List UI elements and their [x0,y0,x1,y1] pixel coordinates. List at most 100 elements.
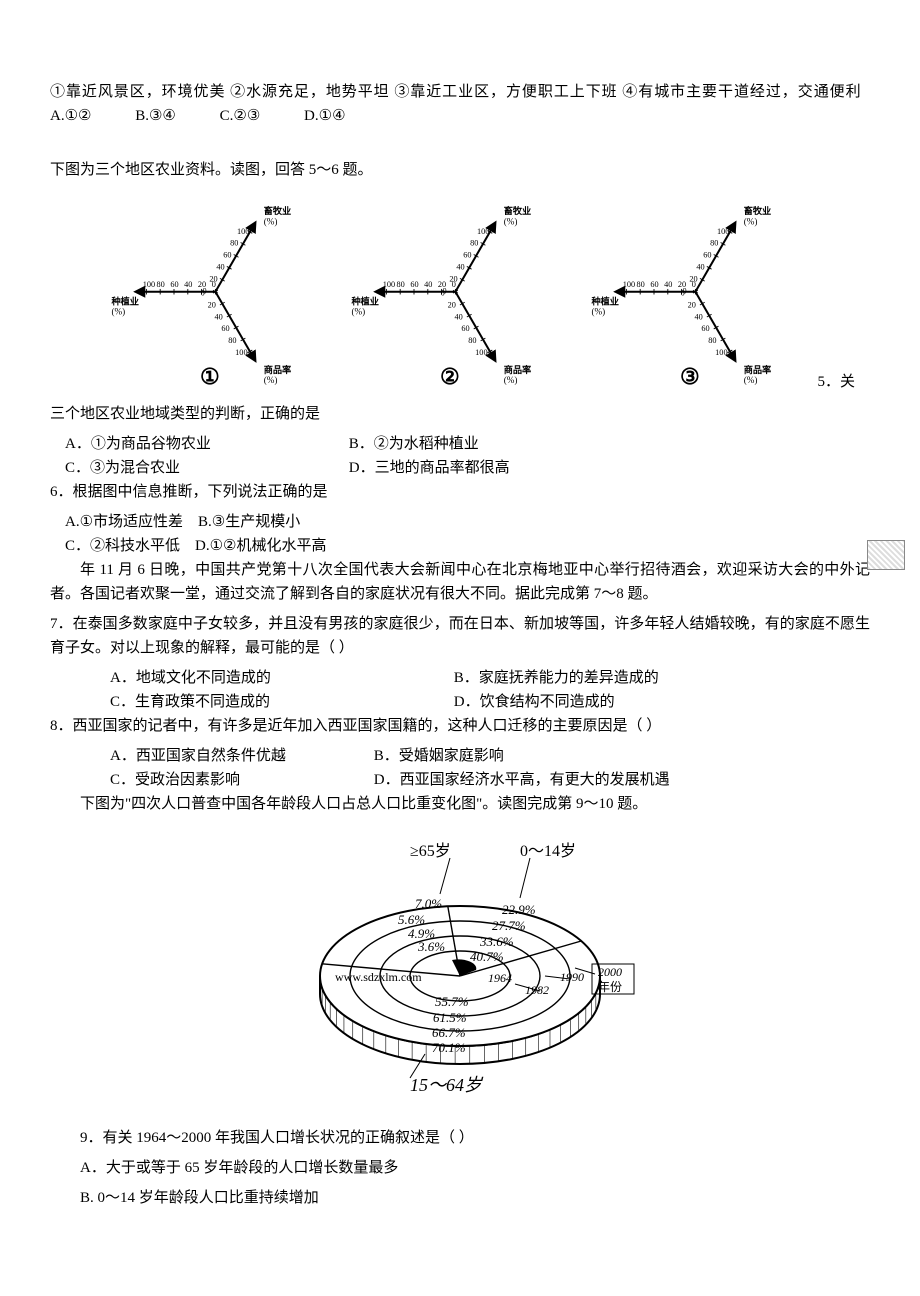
partial-question-stem: ①靠近风景区，环境优美 ②水源充足，地势平坦 ③靠近工业区，方便职工上下班 ④有… [50,80,870,128]
q5-options-row2: C．③为混合农业 D．三地的商品率都很高 [65,456,870,480]
svg-text:(%): (%) [591,307,605,317]
svg-text:40: 40 [696,263,704,272]
svg-text:7.0%: 7.0% [415,896,442,911]
q9-opt-b: B. 0～14 岁年龄段人口比重持续增加 [50,1186,870,1210]
opt-a: A.①市场适应性差 [65,514,183,530]
svg-text:40: 40 [184,280,192,289]
svg-text:60: 60 [221,324,229,333]
opt-d: D.①②机械化水平高 [195,538,326,554]
svg-text:100: 100 [623,280,635,289]
svg-text:(%): (%) [111,307,125,317]
opt-c: C．③为混合农业 [65,456,345,480]
svg-text:60: 60 [410,280,418,289]
census-diagram: ≥65岁0～14岁15～64岁3.6%4.9%5.6%7.0%40.7%33.6… [50,826,870,1116]
svg-text:2000: 2000 [598,965,622,979]
opt-a: A．①为商品谷物农业 [65,432,345,456]
svg-text:70.1%: 70.1% [432,1040,466,1055]
svg-text:≥65岁: ≥65岁 [410,842,451,860]
svg-text:60: 60 [223,251,231,260]
svg-text:商品率: 商品率 [744,364,772,375]
svg-text:(%): (%) [744,216,758,226]
opt-c: C．受政治因素影响 [110,768,370,792]
svg-text:80: 80 [230,239,238,248]
svg-text:www.sdzxlm.com: www.sdzxlm.com [335,970,422,984]
svg-text:畜牧业: 畜牧业 [264,205,292,216]
svg-text:80: 80 [637,280,645,289]
chart-label: ① [200,359,220,394]
opt-b: B．②为水稻种植业 [349,432,479,456]
svg-text:0: 0 [441,288,445,297]
svg-text:60: 60 [170,280,178,289]
opt-a: A.①② [50,104,91,128]
svg-text:80: 80 [157,280,165,289]
svg-text:22.9%: 22.9% [502,902,536,917]
opt-d: D.①④ [304,104,345,128]
svg-text:27.7%: 27.7% [492,918,526,933]
svg-text:(%): (%) [351,307,365,317]
svg-text:40: 40 [456,263,464,272]
svg-text:40: 40 [424,280,432,289]
opt-b: B.③④ [135,104,176,128]
svg-text:20: 20 [208,300,216,309]
q9-stem: 9．有关 1964～2000 年我国人口增长状况的正确叙述是（ ） [50,1126,870,1150]
svg-text:100: 100 [235,348,247,357]
q5-options-row1: A．①为商品谷物农业 B．②为水稻种植业 [65,432,870,456]
svg-text:1990: 1990 [560,970,584,984]
svg-text:100: 100 [717,227,729,236]
svg-text:0: 0 [692,280,696,289]
svg-text:(%): (%) [504,216,518,226]
svg-text:80: 80 [470,239,478,248]
q6-options-row2: C．②科技水平低 D.①②机械化水平高 [65,534,870,558]
svg-text:年份: 年份 [598,980,622,994]
svg-text:40: 40 [216,263,224,272]
q6-options-row1: A.①市场适应性差 B.③生产规模小 [65,510,870,534]
svg-text:40: 40 [694,312,702,321]
q6-stem: 6．根据图中信息推断，下列说法正确的是 [50,480,870,504]
svg-text:(%): (%) [504,375,518,385]
svg-text:80: 80 [710,239,718,248]
svg-text:60: 60 [701,324,709,333]
opt-c: C．②科技水平低 [65,538,180,554]
svg-text:80: 80 [228,336,236,345]
q8-options-row1: A．西亚国家自然条件优越 B．受婚姻家庭影响 [65,744,870,768]
svg-text:种植业: 种植业 [110,296,139,307]
svg-text:4.9%: 4.9% [408,926,435,941]
opt-c: C．生育政策不同造成的 [110,690,450,714]
svg-text:商品率: 商品率 [504,364,532,375]
svg-text:40.7%: 40.7% [470,949,504,964]
svg-text:40: 40 [214,312,222,321]
svg-text:种植业: 种植业 [350,296,379,307]
svg-text:0～14岁: 0～14岁 [520,842,576,860]
svg-text:55.7%: 55.7% [435,994,469,1009]
svg-text:60: 60 [650,280,658,289]
svg-text:60: 60 [461,324,469,333]
svg-text:66.7%: 66.7% [432,1025,466,1040]
q7-options-row2: C．生育政策不同造成的 D．饮食结构不同造成的 [65,690,870,714]
svg-text:80: 80 [468,336,476,345]
svg-text:40: 40 [454,312,462,321]
opt-a: A．西亚国家自然条件优越 [110,744,370,768]
tri-axis-chart: 020406080100畜牧业(%)020406080100种植业(%)0204… [585,194,815,394]
svg-text:0: 0 [452,280,456,289]
svg-text:40: 40 [664,280,672,289]
opt-b: B.③生产规模小 [198,514,300,530]
q8-stem: 8．西亚国家的记者中，有许多是近年加入西亚国家国籍的，这种人口迁移的主要原因是（… [50,714,870,738]
svg-text:种植业: 种植业 [590,296,619,307]
svg-text:0: 0 [212,280,216,289]
svg-text:(%): (%) [264,375,278,385]
opt-d: D．西亚国家经济水平高，有更大的发展机遇 [374,768,670,792]
svg-text:畜牧业: 畜牧业 [744,205,772,216]
opt-b: B．受婚姻家庭影响 [374,744,504,768]
opt-c: C.②③ [220,104,261,128]
svg-text:畜牧业: 畜牧业 [504,205,532,216]
svg-text:(%): (%) [264,216,278,226]
svg-text:商品率: 商品率 [264,364,292,375]
intro-5-6: 下图为三个地区农业资料。读图，回答 5～6 题。 [50,158,870,182]
svg-text:1964: 1964 [488,971,512,985]
chart-label: ② [440,359,460,394]
opt-b: B．家庭抚养能力的差异造成的 [454,666,659,690]
tri-axis-chart: 020406080100畜牧业(%)020406080100种植业(%)0204… [345,194,575,394]
svg-text:60: 60 [463,251,471,260]
svg-text:0: 0 [681,288,685,297]
chart-label: ③ [680,359,700,394]
